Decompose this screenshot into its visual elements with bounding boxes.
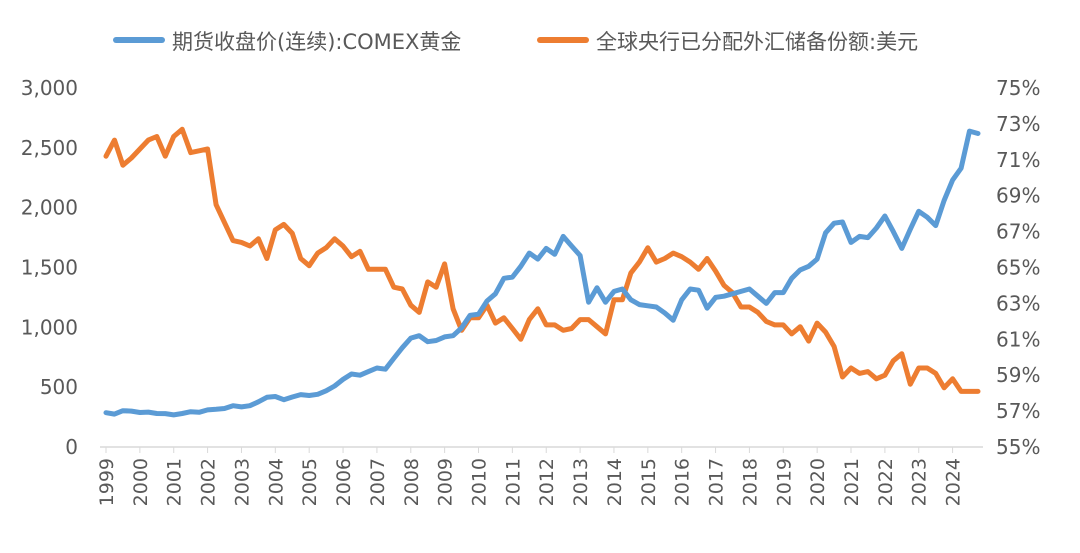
x-tick-label: 2015 [638, 458, 660, 506]
x-tick-label: 2024 [943, 458, 965, 506]
y-right-tick-label: 63% [996, 291, 1040, 315]
x-tick-label: 2009 [435, 458, 457, 506]
x-tick-label: 2000 [130, 458, 152, 506]
y-right-tick-label: 75% [996, 76, 1040, 100]
x-tick-label: 2010 [469, 458, 491, 506]
y-axis-left: 0 500 1,000 1,500 2,000 2,500 3,000 [21, 76, 78, 459]
y-right-tick-label: 67% [996, 220, 1040, 244]
y-left-tick-label: 1,000 [21, 315, 78, 339]
x-tick-label: 2011 [502, 458, 524, 506]
y-left-tick-label: 1,500 [21, 256, 78, 280]
x-tick-label: 2001 [164, 458, 186, 506]
y-axis-right: 55% 57% 59% 61% 63% 65% 67% 69% 71% 73% 75% [996, 76, 1040, 459]
x-tick-label: 2018 [739, 458, 761, 506]
x-tick-label: 2023 [909, 458, 931, 506]
x-tick-label: 2003 [231, 458, 253, 506]
x-tick-label: 2022 [875, 458, 897, 506]
x-tick-label: 2016 [672, 458, 694, 506]
y-left-tick-label: 3,000 [21, 76, 78, 100]
y-right-tick-label: 57% [996, 399, 1040, 423]
x-tick-label: 2014 [604, 458, 626, 506]
x-tick-label: 2008 [401, 458, 423, 506]
series-line-usd-reserve-share [103, 126, 981, 394]
chart-legend: 期货收盘价(连续):COMEX黄金 全球央行已分配外汇储备份额:美元 [113, 30, 918, 54]
x-tick-label: 2012 [536, 458, 558, 506]
y-right-tick-label: 65% [996, 256, 1040, 280]
y-left-tick-label: 2,000 [21, 196, 78, 220]
x-axis: 1999 2000 2001 2002 2003 2004 2005 2006 2007 2008… [96, 447, 965, 506]
y-right-tick-label: 71% [996, 148, 1040, 172]
y-right-tick-label: 59% [996, 363, 1040, 387]
y-left-tick-label: 0 [65, 435, 78, 459]
x-tick-label: 2002 [198, 458, 220, 506]
y-right-tick-label: 73% [996, 112, 1040, 136]
y-left-tick-label: 500 [40, 375, 78, 399]
legend-label-comex-gold: 期货收盘价(连续):COMEX黄金 [172, 30, 461, 54]
x-tick-label: 2020 [807, 458, 829, 506]
x-tick-label: 2021 [841, 458, 863, 506]
x-tick-label: 2005 [299, 458, 321, 506]
x-tick-label: 2007 [367, 458, 389, 506]
y-right-tick-label: 61% [996, 327, 1040, 351]
y-left-tick-label: 2,500 [21, 136, 78, 160]
x-tick-label: 2019 [773, 458, 795, 506]
y-right-tick-label: 69% [996, 184, 1040, 208]
x-tick-label: 1999 [96, 458, 118, 506]
series-layer [103, 126, 981, 418]
x-tick-label: 2013 [570, 458, 592, 506]
y-right-tick-label: 55% [996, 435, 1040, 459]
series-line-comex-gold [103, 128, 981, 418]
legend-label-usd-reserve-share: 全球央行已分配外汇储备份额:美元 [596, 30, 918, 54]
x-tick-label: 2004 [265, 458, 287, 506]
x-tick-label: 2006 [333, 458, 355, 506]
x-tick-label: 2017 [706, 458, 728, 506]
